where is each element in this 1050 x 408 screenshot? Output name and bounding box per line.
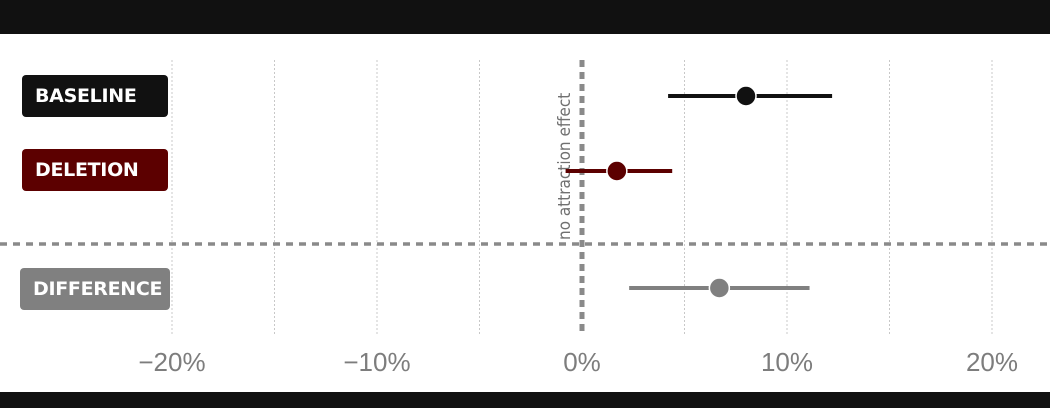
top-bar	[0, 0, 1050, 34]
row-label-baseline: BASELINE	[22, 75, 168, 117]
point-estimate	[735, 85, 757, 107]
reference-line-label: no attraction effect	[555, 93, 575, 240]
grid-layer	[171, 60, 993, 334]
reference-layer: no attraction effect	[555, 60, 585, 334]
row-label-difference: DIFFERENCE	[20, 268, 170, 310]
x-tick-label: 0%	[563, 347, 601, 377]
x-tick-label: 20%	[966, 347, 1018, 377]
row-label-deletion: DELETION	[22, 149, 168, 191]
point-estimate	[708, 277, 731, 299]
x-tick-label: −10%	[343, 347, 410, 377]
bottom-bar	[0, 392, 1050, 408]
x-tick-label: −20%	[138, 347, 205, 377]
x-axis-ticks: −20% −10% 0% 10% 20%	[138, 347, 1018, 377]
point-estimate	[606, 160, 628, 182]
x-tick-label: 10%	[761, 347, 813, 377]
marks-layer	[565, 85, 833, 299]
